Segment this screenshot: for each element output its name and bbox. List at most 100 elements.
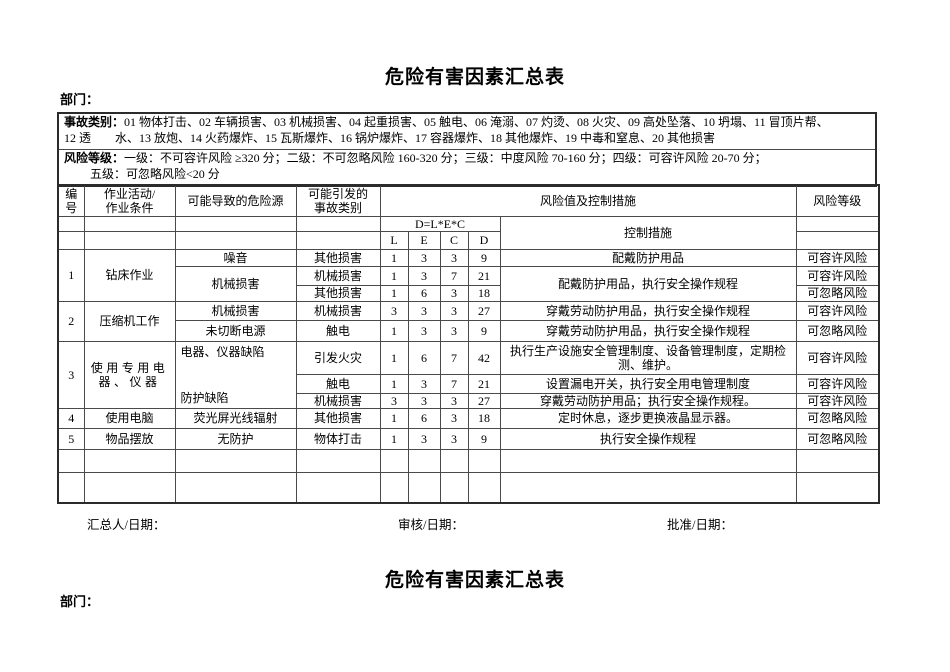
cell-accident: 物体打击: [295, 427, 381, 450]
cell-e: 6: [407, 340, 441, 375]
empty-cell: [174, 471, 297, 504]
col-header-activity: 作业活动/作业条件: [83, 184, 176, 217]
page-title: 危险有害因素汇总表: [384, 67, 565, 88]
cell-risk-level: 可容许风险: [795, 300, 880, 321]
cell-d: 9: [467, 427, 501, 450]
table-row: 机械损害 机械损害 1 3 7 21 配戴防护用品，执行安全操作规程 可容许风险: [58, 265, 880, 302]
cell-l: 1: [379, 248, 409, 267]
cell-accident: 其他损害: [295, 284, 381, 302]
cell-accident: 其他损害: [295, 248, 381, 267]
cell-control: 执行安全操作规程: [499, 427, 797, 450]
cell-control: 配戴防护用品，执行安全操作规程: [499, 265, 797, 302]
hazard-bottom: 防护缺陷: [180, 390, 229, 405]
empty-cell: [795, 230, 880, 250]
empty-cell: [83, 471, 176, 504]
empty-cell: [467, 448, 501, 473]
table-row: 其他损害 1 6 3 18 可忽略风险: [58, 284, 880, 302]
cell-e: 3: [407, 300, 441, 321]
col-header-accident: 可能引发的事故类别: [295, 184, 381, 217]
empty-cell: [295, 448, 381, 473]
page-title-second: 危险有害因素汇总表: [384, 570, 565, 591]
empty-cell: [499, 448, 797, 473]
col-header-risk-level: 风险等级: [795, 184, 880, 217]
cell-d: 21: [467, 373, 501, 394]
cell-risk-level: 可忽略风险: [795, 319, 880, 342]
cell-accident: 触电: [295, 373, 381, 394]
cell-e: 3: [407, 392, 441, 409]
col-header-e: E: [407, 230, 441, 250]
cell-l: 1: [379, 427, 409, 450]
hazard-summary-table: 编号 作业活动/作业条件 可能导致的危险源 可能引发的事故类别 风险值及控制措施…: [57, 184, 881, 504]
cell-accident: 机械损害: [295, 265, 381, 286]
cell-accident: 引发火灾: [295, 340, 381, 375]
cell-c: 7: [439, 265, 469, 286]
cell-risk-level: 可忽略风险: [795, 284, 880, 302]
risk-level-label: 风险等级：: [64, 151, 125, 165]
cell-e: 3: [407, 373, 441, 394]
cell-hazard: 无防护: [174, 427, 297, 450]
cell-e: 3: [407, 265, 441, 286]
accident-category-text2: 12 透 水、13 放炮、14 火药爆炸、15 瓦斯爆炸、16 锅炉爆炸、17 …: [64, 130, 716, 145]
cell-no: 5: [57, 427, 85, 450]
cell-activity: 使用电脑: [83, 407, 176, 429]
table-row: 3 使用专用电器、仪器 电器、仪器缺陷 防护缺陷 引发火灾 1 6 7 42 执…: [57, 340, 880, 409]
risk-level-row: 风险等级：一级：不可容许风险 ≥320 分；二级：不可忽略风险 160-320 …: [59, 150, 875, 185]
cell-c: 3: [439, 284, 469, 302]
empty-cell: [57, 448, 85, 473]
empty-cell: [439, 471, 469, 504]
department-label-second: 部门：: [60, 594, 100, 609]
risk-level-text1: 一级：不可容许风险 ≥320 分；二级：不可忽略风险 160-320 分；三级：…: [124, 151, 767, 165]
cell-e: 3: [407, 427, 441, 450]
table-row: 4 使用电脑 荧光屏光线辐射 其他损害 1 6 3 18 定时休息，逐步更换液晶…: [57, 407, 880, 429]
cell-c: 7: [439, 373, 469, 394]
col-header-hazard: 可能导致的危险源: [174, 184, 297, 217]
cell-e: 6: [407, 284, 441, 302]
empty-cell: [499, 471, 797, 504]
col-header-c: C: [439, 230, 469, 250]
cell-hazard: 噪音: [174, 248, 297, 267]
cell-hazard: 机械损害: [174, 300, 297, 321]
empty-cell: [295, 471, 381, 504]
cell-c: 3: [439, 407, 469, 429]
cell-no: 1: [57, 248, 85, 302]
cell-risk-level: 可容许风险: [795, 340, 880, 375]
cell-accident: 其他损害: [295, 407, 381, 429]
cell-d: 18: [467, 284, 501, 302]
empty-table-row: [57, 471, 880, 504]
empty-cell: [439, 448, 469, 473]
cell-d: 42: [467, 340, 501, 375]
empty-cell: [174, 448, 297, 473]
risk-level-line1: 风险等级：一级：不可容许风险 ≥320 分；二级：不可忽略风险 160-320 …: [64, 151, 871, 167]
cell-d: 27: [467, 392, 501, 409]
empty-cell: [174, 215, 297, 232]
col-header-l: L: [379, 230, 409, 250]
cell-l: 1: [379, 284, 409, 302]
cell-e: 3: [407, 248, 441, 267]
table-row: 未切断电源 触电 1 3 3 9 穿戴劳动防护用品，执行安全操作规程 可忽略风险: [58, 319, 880, 342]
cell-accident: 机械损害: [295, 392, 381, 409]
empty-cell: [83, 230, 176, 250]
cell-c: 3: [439, 248, 469, 267]
cell-l: 1: [379, 373, 409, 394]
cell-hazard: 未切断电源: [174, 319, 297, 342]
empty-cell: [57, 215, 85, 232]
table-row: 5 物品摆放 无防护 物体打击 1 3 3 9 执行安全操作规程 可忽略风险: [57, 427, 880, 450]
cell-activity: 压缩机工作: [83, 300, 176, 342]
empty-table-row: [57, 448, 880, 473]
cell-risk-level: 可忽略风险: [795, 407, 880, 429]
risk-level-text2: 五级：可忽略风险<20 分: [90, 166, 220, 181]
cell-control: 穿戴劳动防护用品；执行安全操作规程。: [499, 392, 797, 409]
approver-date-label: 批准/日期：: [667, 518, 733, 532]
empty-cell: [795, 471, 880, 504]
cell-no: 2: [57, 300, 85, 342]
empty-cell: [379, 471, 409, 504]
accident-category-text1: 01 物体打击、02 车辆损害、03 机械损害、04 起重损害、05 触电、06…: [124, 115, 829, 129]
cell-no: 4: [57, 407, 85, 429]
empty-cell: [295, 215, 381, 232]
cell-risk-level: 可容许风险: [795, 248, 880, 267]
col-header-d: D: [467, 230, 501, 250]
cell-control: 穿戴劳动防护用品，执行安全操作规程: [499, 319, 797, 342]
empty-cell: [57, 230, 85, 250]
table-row: 1 钻床作业 噪音 其他损害 1 3 3 9 配戴防护用品 可容许风险: [57, 248, 880, 302]
cell-activity: 使用专用电器、仪器: [83, 340, 176, 409]
